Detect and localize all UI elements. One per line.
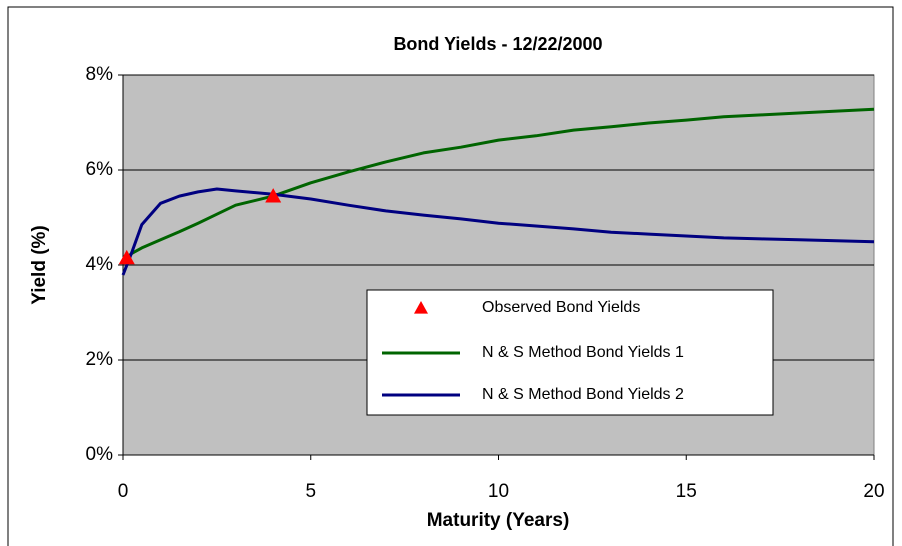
y-tick-label: 2% (86, 349, 114, 370)
y-tick-label: 0% (86, 444, 114, 465)
y-axis-label: Yield (%) (29, 225, 50, 305)
series-line (121, 187, 875, 276)
data-point (118, 249, 135, 265)
x-tick-label: 15 (676, 481, 697, 502)
x-tick-label: 0 (118, 481, 129, 502)
y-tick-label: 8% (86, 64, 114, 85)
data-point (265, 188, 282, 203)
legend-marker (414, 301, 428, 314)
series-line (122, 107, 875, 262)
x-tick-label: 20 (863, 481, 884, 502)
x-tick-label: 10 (488, 481, 509, 502)
y-tick-label: 6% (86, 159, 114, 180)
legend-label: N & S Method Bond Yields 1 (482, 344, 684, 361)
legend-label: N & S Method Bond Yields 2 (482, 386, 684, 403)
y-tick-label: 4% (86, 254, 114, 275)
chart-title: Bond Yields - 12/22/2000 (393, 34, 602, 54)
x-tick-label: 5 (305, 481, 316, 502)
x-axis-label: Maturity (Years) (427, 510, 570, 531)
legend-label: Observed Bond Yields (482, 299, 640, 316)
